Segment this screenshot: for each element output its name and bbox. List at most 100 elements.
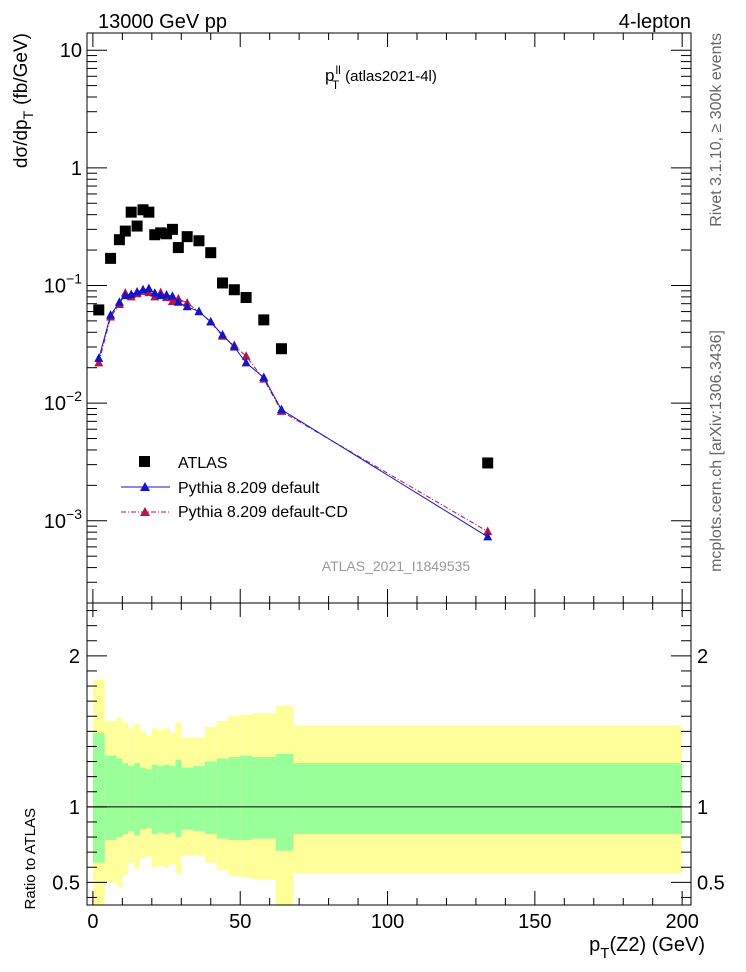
marker-pythia-default bbox=[167, 291, 177, 300]
marker-atlas bbox=[172, 242, 184, 254]
y-tick-label: 1 bbox=[71, 158, 82, 180]
marker-pythia-cd bbox=[241, 351, 251, 360]
marker-pythia-cd bbox=[94, 357, 104, 367]
legend: ATLAS Pythia 8.209 default Pythia 8.209 … bbox=[121, 455, 348, 521]
ratio-band-inner bbox=[181, 767, 194, 830]
marker-atlas bbox=[119, 225, 131, 237]
plot-title: pll T (atlas2021-4l) bbox=[325, 63, 437, 92]
y-tick-label: 10 bbox=[60, 40, 82, 62]
marker-pythia-default bbox=[182, 301, 192, 311]
ratio-band-inner bbox=[145, 769, 152, 828]
x-tick-label: 150 bbox=[518, 911, 551, 933]
marker-pythia-default bbox=[259, 372, 269, 382]
marker-atlas bbox=[258, 314, 270, 326]
ratio-y-tick-label-right: 2 bbox=[697, 646, 708, 668]
marker-pythia-default bbox=[150, 288, 160, 297]
ratio-band-inner bbox=[92, 732, 105, 863]
marker-atlas bbox=[113, 234, 125, 246]
ratio-band-inner bbox=[151, 764, 158, 835]
ratio-y-tick-label-right: 1 bbox=[697, 797, 708, 819]
marker-atlas bbox=[240, 292, 252, 304]
marker-atlas bbox=[155, 227, 167, 239]
y-tick-label-exponent: −1 bbox=[66, 270, 82, 286]
x-tick-label: 50 bbox=[229, 911, 251, 933]
ratio-band-inner bbox=[163, 764, 170, 835]
ratio-band-inner bbox=[175, 760, 182, 838]
ratio-band-inner bbox=[251, 757, 276, 839]
marker-pythia-cd bbox=[167, 296, 177, 306]
marker-atlas bbox=[275, 343, 287, 355]
mcplots-label: mcplots.cern.ch [arXiv:1306.3436] bbox=[708, 330, 725, 572]
legend-marker-pythia-default bbox=[140, 482, 150, 491]
marker-atlas bbox=[131, 220, 143, 232]
ratio-y-axis-label: Ratio to ATLAS bbox=[22, 808, 39, 909]
marker-pythia-default bbox=[106, 310, 116, 319]
y-tick-label-base: 1 bbox=[71, 158, 82, 180]
ratio-band-inner bbox=[240, 755, 252, 841]
marker-atlas bbox=[166, 223, 178, 235]
legend-marker-atlas bbox=[139, 456, 150, 467]
x-tick-label: 200 bbox=[665, 911, 698, 933]
marker-atlas bbox=[482, 457, 494, 469]
marker-atlas bbox=[137, 204, 149, 216]
ratio-band-inner bbox=[122, 763, 129, 835]
marker-pythia-default bbox=[162, 290, 172, 299]
marker-atlas bbox=[143, 206, 155, 218]
y-tick-label-base: 10 bbox=[44, 275, 66, 297]
marker-pythia-default bbox=[126, 289, 136, 298]
ratio-band-inner bbox=[157, 766, 164, 833]
y-tick-label: 10−3 bbox=[44, 506, 82, 533]
marker-atlas bbox=[149, 229, 161, 241]
marker-pythia-default bbox=[114, 297, 124, 306]
ratio-y-tick-label-left: 2 bbox=[69, 646, 80, 668]
ratio-panel-axes: 0.5 0.5 1 1 2 2 0 50 100 150 200 bbox=[52, 603, 725, 933]
header-process: 4-lepton bbox=[619, 11, 691, 33]
ratio-band-inner bbox=[140, 767, 146, 830]
marker-atlas bbox=[217, 277, 229, 289]
marker-pythia-default bbox=[229, 341, 239, 351]
ratio-band-inner bbox=[204, 761, 217, 835]
marker-atlas bbox=[105, 252, 117, 264]
ratio-band-inner bbox=[128, 766, 135, 832]
ratio-band-inner bbox=[216, 758, 229, 839]
marker-atlas bbox=[228, 284, 240, 296]
marker-pythia-default bbox=[173, 297, 183, 306]
ratio-y-tick-label-left: 1 bbox=[69, 797, 80, 819]
marker-pythia-default bbox=[194, 306, 204, 316]
y-tick-label-exponent: −3 bbox=[66, 506, 82, 522]
marker-pythia-default bbox=[144, 283, 154, 293]
ratio-y-tick-label-left: 0.5 bbox=[52, 872, 80, 894]
marker-pythia-default bbox=[206, 316, 216, 326]
marker-pythia-cd bbox=[483, 526, 493, 536]
ratio-band-inner bbox=[134, 763, 141, 836]
ratio-y-tick-label-right: 0.5 bbox=[697, 872, 725, 894]
rivet-version-label: Rivet 3.1.10, ≥ 300k events bbox=[708, 33, 725, 227]
ratio-band-inner bbox=[169, 766, 176, 833]
main-panel-data bbox=[93, 204, 494, 541]
x-tick-label: 100 bbox=[371, 911, 404, 933]
series-line-pythia-default bbox=[98, 288, 488, 538]
marker-atlas bbox=[125, 206, 137, 218]
main-y-axis-label: dσ/dpT(fb/GeV) bbox=[11, 33, 36, 168]
marker-pythia-default bbox=[132, 287, 142, 296]
analysis-watermark: ATLAS_2021_I1849535 bbox=[322, 558, 471, 574]
marker-atlas bbox=[161, 228, 173, 240]
marker-pythia-default bbox=[218, 329, 228, 339]
y-tick-label-exponent: −2 bbox=[66, 388, 82, 404]
header-energy: 13000 GeV pp bbox=[98, 11, 227, 33]
x-tick-label: 0 bbox=[87, 911, 98, 933]
legend-label-pythia-cd: Pythia 8.209 default-CD bbox=[178, 504, 348, 521]
marker-pythia-default bbox=[241, 357, 251, 367]
ratio-band-inner bbox=[228, 757, 241, 841]
marker-pythia-default bbox=[94, 353, 104, 362]
marker-atlas bbox=[205, 247, 217, 259]
y-tick-label: 10−1 bbox=[44, 270, 82, 297]
ratio-panel-frame bbox=[86, 602, 692, 906]
legend-marker-pythia-cd bbox=[140, 507, 150, 516]
ratio-band-inner bbox=[104, 755, 117, 841]
marker-pythia-default bbox=[276, 404, 286, 414]
ratio-band-inner bbox=[116, 758, 123, 838]
marker-atlas bbox=[93, 304, 105, 316]
